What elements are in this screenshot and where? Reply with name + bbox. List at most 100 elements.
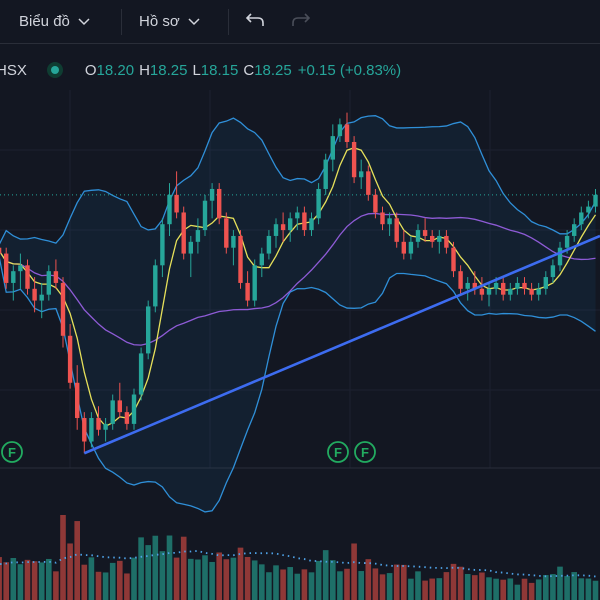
candle-body: [117, 400, 122, 413]
volume-bar: [436, 578, 443, 600]
candle: [167, 183, 172, 236]
candle-body: [53, 271, 59, 283]
candle-body: [437, 235, 442, 242]
candle: [11, 265, 16, 301]
volume-bar: [244, 556, 251, 600]
candle-body: [373, 194, 378, 213]
volume-bar: [322, 550, 329, 600]
candle-body: [451, 247, 456, 272]
volume-bar: [216, 552, 222, 600]
candle-body: [110, 400, 115, 424]
volume-bar: [450, 563, 457, 600]
volume-bar: [486, 577, 492, 600]
candle-body: [75, 382, 80, 419]
volume-bar: [31, 561, 38, 600]
volume-bar: [0, 557, 2, 600]
volume-bar: [173, 557, 180, 600]
candle-body: [67, 335, 73, 383]
volume-bar: [180, 536, 187, 600]
undo-icon: [245, 12, 265, 32]
candle: [18, 253, 23, 289]
candle: [557, 241, 563, 272]
volume-bar: [507, 578, 514, 600]
volume-bar: [237, 547, 244, 600]
event-marker: F: [354, 441, 376, 463]
candle-body: [11, 271, 16, 283]
candle-body: [245, 282, 250, 301]
volume-bar: [379, 574, 386, 600]
candle: [131, 388, 137, 430]
volume-bar: [564, 576, 570, 600]
volume-bar: [138, 537, 144, 600]
candle: [415, 224, 421, 248]
candle-body: [309, 218, 314, 231]
volume-bar: [81, 564, 88, 600]
profile-menu-button[interactable]: Hồ sơ: [139, 0, 200, 43]
trendline: [83, 234, 600, 455]
candle-body: [479, 288, 485, 295]
candle: [486, 282, 492, 307]
event-marker-label: F: [8, 445, 16, 460]
volume-bar: [124, 573, 130, 600]
symbol-label[interactable]: HSX: [0, 61, 27, 79]
volume-bar: [337, 571, 343, 600]
volume-bar: [514, 584, 521, 600]
volume-bar: [422, 580, 428, 600]
candle: [231, 230, 236, 266]
candle: [437, 230, 442, 254]
candle: [501, 277, 506, 301]
candle: [67, 324, 73, 389]
volume-bar: [109, 562, 116, 600]
event-marker: F: [327, 441, 349, 463]
volume-bar: [401, 564, 407, 600]
candle: [110, 394, 115, 430]
candle-body: [217, 188, 222, 219]
candle: [323, 153, 328, 195]
candle-body: [330, 136, 335, 160]
candle-body: [380, 212, 385, 225]
volume-bar: [358, 571, 364, 600]
candle-body: [508, 288, 513, 295]
volume-bar: [521, 578, 528, 600]
volume-bar: [53, 571, 59, 600]
toolbar-divider: [121, 9, 122, 35]
candle-body: [96, 418, 101, 430]
undo-button[interactable]: [245, 0, 265, 43]
volume-bar: [344, 568, 350, 600]
volume-bar: [429, 578, 435, 600]
candle-body: [252, 265, 257, 301]
candle-body: [46, 271, 51, 295]
volume-bar: [74, 521, 80, 600]
volume-bar: [17, 564, 24, 600]
candle: [75, 365, 80, 430]
candle: [572, 218, 577, 242]
candle-body: [174, 194, 179, 213]
redo-button[interactable]: [291, 0, 311, 43]
volume-bar: [209, 561, 215, 600]
candle: [82, 412, 87, 454]
candle-body: [160, 224, 165, 266]
candle-body: [195, 230, 201, 242]
candle: [422, 218, 428, 242]
low-label: L: [192, 61, 201, 79]
candle-body: [557, 247, 563, 266]
candle-body: [515, 282, 520, 289]
open-value: 18.20: [96, 61, 135, 79]
candle-body: [323, 159, 328, 189]
volume-bar: [131, 557, 137, 600]
volume-bar: [95, 571, 102, 600]
candle: [330, 124, 335, 172]
candle: [380, 206, 385, 231]
candle-body: [295, 212, 300, 219]
event-marker-label: F: [334, 445, 342, 460]
candle: [550, 259, 556, 283]
volume-bar: [223, 559, 230, 600]
candle: [195, 218, 201, 254]
candle-body: [316, 188, 321, 219]
chart-menu-button[interactable]: Biểu đồ: [19, 0, 90, 43]
candle-body: [188, 241, 193, 254]
candle: [181, 206, 186, 260]
volume-bar: [408, 578, 414, 600]
candle-body: [344, 124, 350, 142]
